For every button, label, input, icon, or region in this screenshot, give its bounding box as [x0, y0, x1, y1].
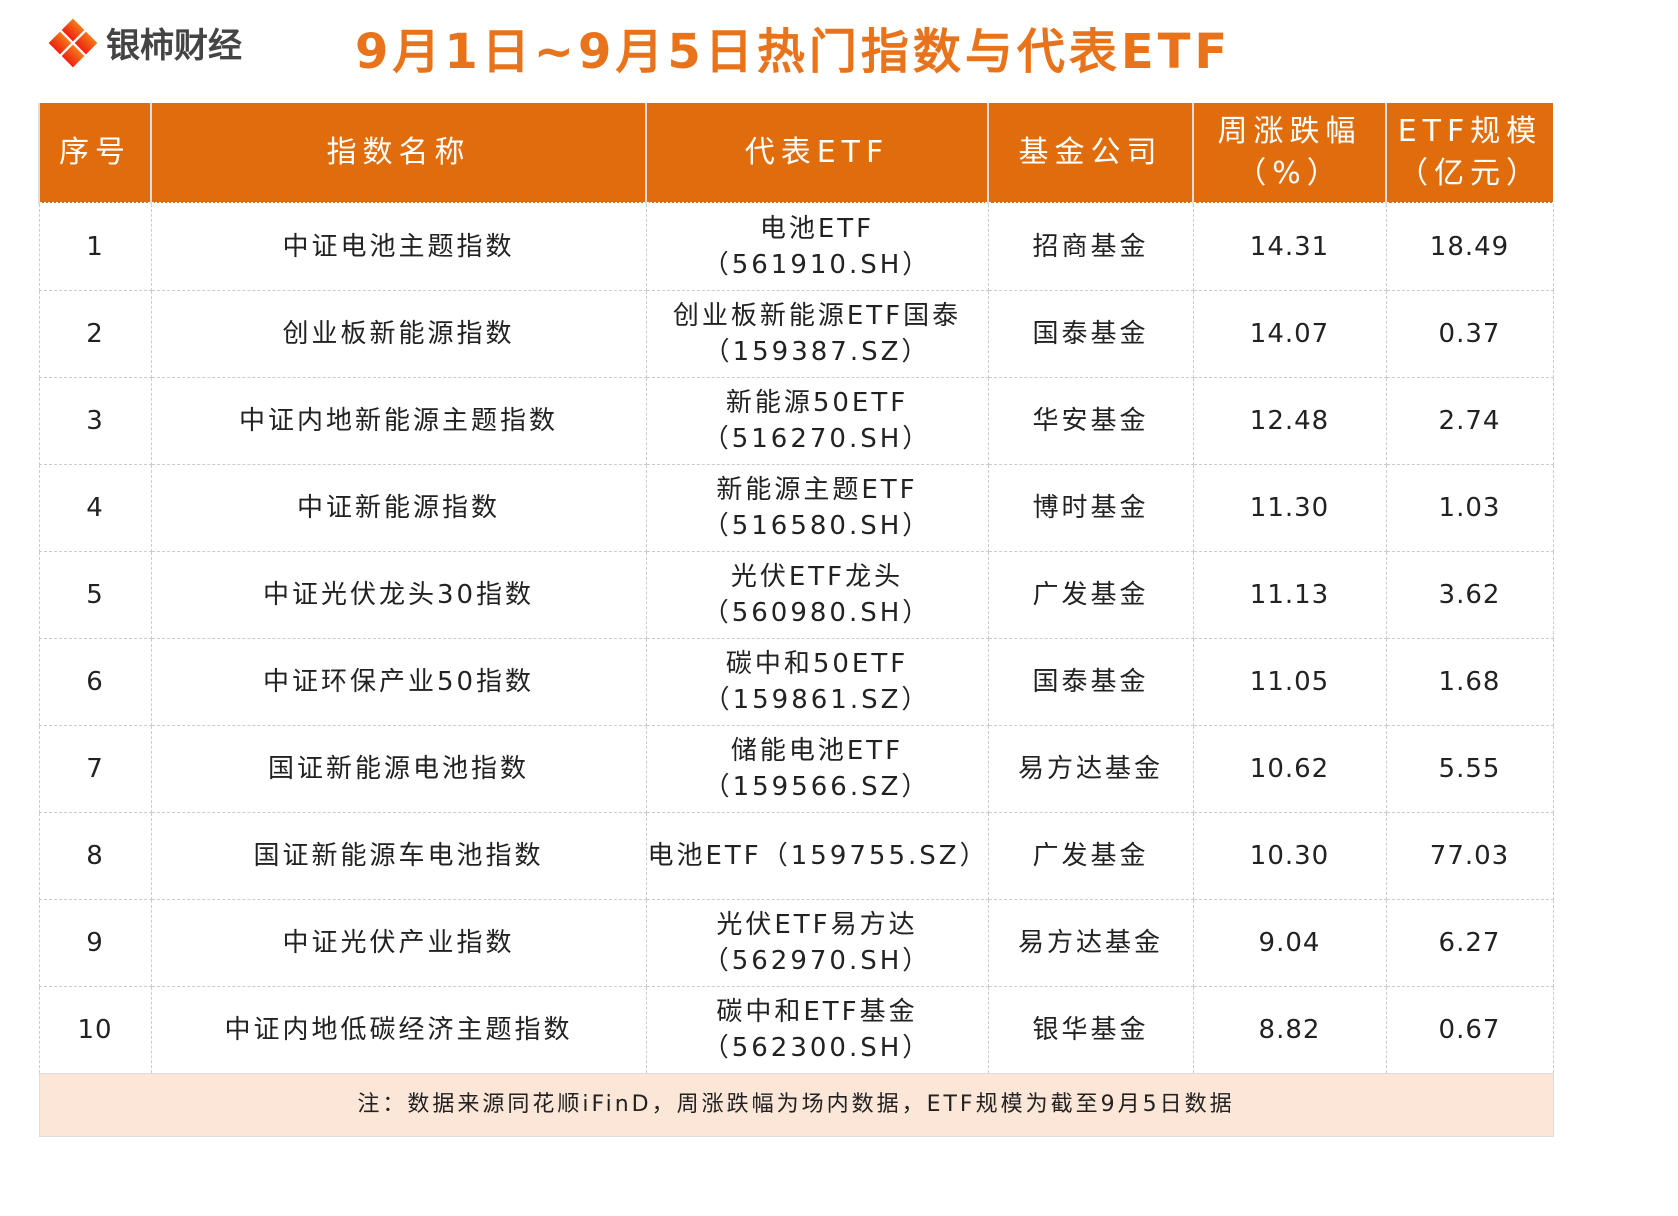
- table-cell: 中证环保产业50指数: [150, 638, 647, 726]
- table-cell: 光伏ETF龙头 （560980.SH）: [645, 551, 989, 639]
- table-cell: 碳中和50ETF （159861.SZ）: [645, 638, 989, 726]
- table-cell: 中证内地低碳经济主题指数: [150, 986, 647, 1074]
- table-cell: 12.48: [1192, 377, 1387, 465]
- table-cell: 国泰基金: [987, 290, 1194, 378]
- table-row: 6 中证环保产业50指数 碳中和50ETF （159861.SZ） 国泰基金 11.05 1…: [38, 638, 1554, 726]
- table-cell: 中证新能源指数: [150, 464, 647, 552]
- table-cell: 广发基金: [987, 551, 1194, 639]
- table-cell: 国证新能源车电池指数: [150, 812, 647, 900]
- table-cell: 1: [38, 202, 152, 291]
- table-cell: 77.03: [1385, 812, 1554, 900]
- table-row: 5 中证光伏龙头30指数 光伏ETF龙头 （560980.SH） 广发基金 11.13 3.…: [38, 551, 1554, 639]
- table-cell: 6.27: [1385, 899, 1554, 987]
- table-cell: 2: [38, 290, 152, 378]
- table-row: 4 中证新能源指数 新能源主题ETF （516580.SH） 博时基金 11.30 1.03: [38, 464, 1554, 552]
- table-cell: 2.74: [1385, 377, 1554, 465]
- column-header: 基金公司: [987, 103, 1193, 204]
- table-cell: 9.04: [1192, 899, 1387, 987]
- table-cell: 国证新能源电池指数: [150, 725, 647, 813]
- page-title: 9月1日~9月5日热门指数与代表ETF: [355, 24, 1232, 80]
- table-cell: 创业板新能源ETF国泰 （159387.SZ）: [645, 290, 989, 378]
- table-cell: 电池ETF （561910.SH）: [645, 202, 989, 291]
- column-header: 序号: [38, 103, 151, 204]
- table-cell: 招商基金: [987, 202, 1194, 291]
- brand-logo: 银柿财经: [48, 18, 242, 67]
- table-row: 10 中证内地低碳经济主题指数 碳中和ETF基金 （562300.SH） 银华基金 8.8…: [38, 986, 1554, 1074]
- table-cell: 3: [38, 377, 152, 465]
- column-header: 周涨跌幅（%）: [1192, 103, 1386, 204]
- table-cell: 创业板新能源指数: [150, 290, 647, 378]
- table-cell: 0.37: [1385, 290, 1554, 378]
- table-row: 3 中证内地新能源主题指数 新能源50ETF （516270.SH） 华安基金 12.48…: [38, 377, 1554, 465]
- table-cell: 3.62: [1385, 551, 1554, 639]
- table-cell: 18.49: [1385, 202, 1554, 291]
- table-cell: 10.62: [1192, 725, 1387, 813]
- table-cell: 11.05: [1192, 638, 1387, 726]
- table-cell: 碳中和ETF基金 （562300.SH）: [645, 986, 989, 1074]
- table-cell: 博时基金: [987, 464, 1194, 552]
- table-cell: 11.30: [1192, 464, 1387, 552]
- column-header: 代表ETF: [645, 103, 988, 204]
- table-cell: 广发基金: [987, 812, 1194, 900]
- table-cell: 8: [38, 812, 152, 900]
- table-cell: 8.82: [1192, 986, 1387, 1074]
- table-cell: 1.68: [1385, 638, 1554, 726]
- table-cell: 新能源主题ETF （516580.SH）: [645, 464, 989, 552]
- table-cell: 0.67: [1385, 986, 1554, 1074]
- table-cell: 7: [38, 725, 152, 813]
- table-cell: 中证光伏龙头30指数: [150, 551, 647, 639]
- table-cell: 易方达基金: [987, 725, 1194, 813]
- table-row: 7 国证新能源电池指数 储能电池ETF （159566.SZ） 易方达基金 10.62 5.…: [38, 725, 1554, 813]
- note-row: 注：数据来源同花顺iFinD，周涨跌幅为场内数据，ETF规模为截至9月5日数据: [38, 1073, 1554, 1137]
- table-cell: 10.30: [1192, 812, 1387, 900]
- table-row: 1 中证电池主题指数 电池ETF （561910.SH） 招商基金 14.31 18.49: [38, 202, 1554, 291]
- table-cell: 华安基金: [987, 377, 1194, 465]
- table-cell: 光伏ETF易方达 （562970.SH）: [645, 899, 989, 987]
- table-cell: 中证内地新能源主题指数: [150, 377, 647, 465]
- table-row: 8 国证新能源车电池指数 电池ETF（159755.SZ） 广发基金 10.30 77.0…: [38, 812, 1554, 900]
- table-cell: 易方达基金: [987, 899, 1194, 987]
- column-header: ETF规模（亿元）: [1385, 103, 1553, 204]
- table-cell: 中证电池主题指数: [150, 202, 647, 291]
- table-header-row: 序号 指数名称 代表ETF 基金公司 周涨跌幅（%） ETF规模（亿元）: [38, 103, 1553, 204]
- table-cell: 6: [38, 638, 152, 726]
- table-row: 2 创业板新能源指数 创业板新能源ETF国泰 （159387.SZ） 国泰基金 14.07…: [38, 290, 1554, 378]
- table-cell: 11.13: [1192, 551, 1387, 639]
- column-header: 指数名称: [150, 103, 646, 204]
- table-cell: 9: [38, 899, 152, 987]
- table-cell: 5.55: [1385, 725, 1554, 813]
- brand-name: 银柿财经: [106, 26, 242, 66]
- table-cell: 储能电池ETF （159566.SZ）: [645, 725, 989, 813]
- table-cell: 14.31: [1192, 202, 1387, 291]
- table-cell: 中证光伏产业指数: [150, 899, 647, 987]
- table-cell: 新能源50ETF （516270.SH）: [645, 377, 989, 465]
- table-cell: 国泰基金: [987, 638, 1194, 726]
- table-cell: 5: [38, 551, 152, 639]
- table-cell: 银华基金: [987, 986, 1194, 1074]
- table-row: 9 中证光伏产业指数 光伏ETF易方达 （562970.SH） 易方达基金 9.04 6.2…: [38, 899, 1554, 987]
- table-cell: 电池ETF（159755.SZ）: [645, 812, 989, 900]
- table-cell: 14.07: [1192, 290, 1387, 378]
- table-cell: 4: [38, 464, 152, 552]
- diamond-logo-icon: [48, 18, 98, 67]
- etf-table: 序号 指数名称 代表ETF 基金公司 周涨跌幅（%） ETF规模（亿元） 1 中证电池主题指…: [38, 103, 1554, 1137]
- table-cell: 1.03: [1385, 464, 1554, 552]
- footnote: 注：数据来源同花顺iFinD，周涨跌幅为场内数据，ETF规模为截至9月5日数据: [38, 1073, 1554, 1137]
- table-cell: 10: [38, 986, 152, 1074]
